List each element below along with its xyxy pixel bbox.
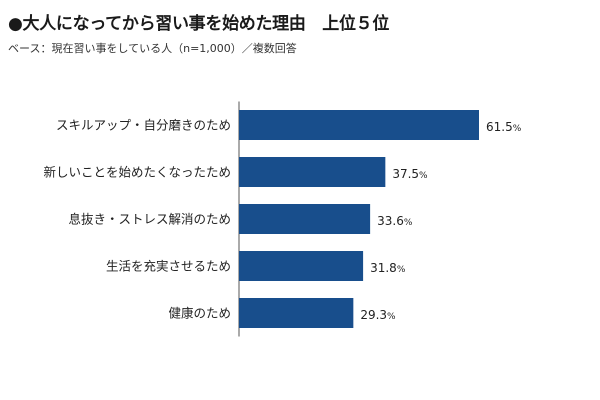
chart-subtitle: ベース：現在習い事をしている人（n=1,000）／複数回答 [8,42,297,55]
bar [239,298,354,328]
value-label: 33.6% [377,214,413,228]
category-label: 生活を充実させるため [106,259,231,274]
bar [239,204,371,234]
value-label: 61.5% [486,120,522,134]
category-label: スキルアップ・自分磨きのため [56,118,231,133]
value-label: 29.3% [360,308,396,322]
category-label: 息抜き・ストレス解消のため [68,212,231,227]
bar [239,157,386,187]
category-label: 新しいことを始めたくなったため [43,165,231,180]
value-label: 37.5% [392,167,428,181]
value-label: 31.8% [370,261,406,275]
bar [239,251,364,281]
bar [239,110,479,140]
chart-title: ●大人になってから習い事を始めた理由 上位５位 [8,14,390,34]
category-label: 健康のため [168,306,231,321]
